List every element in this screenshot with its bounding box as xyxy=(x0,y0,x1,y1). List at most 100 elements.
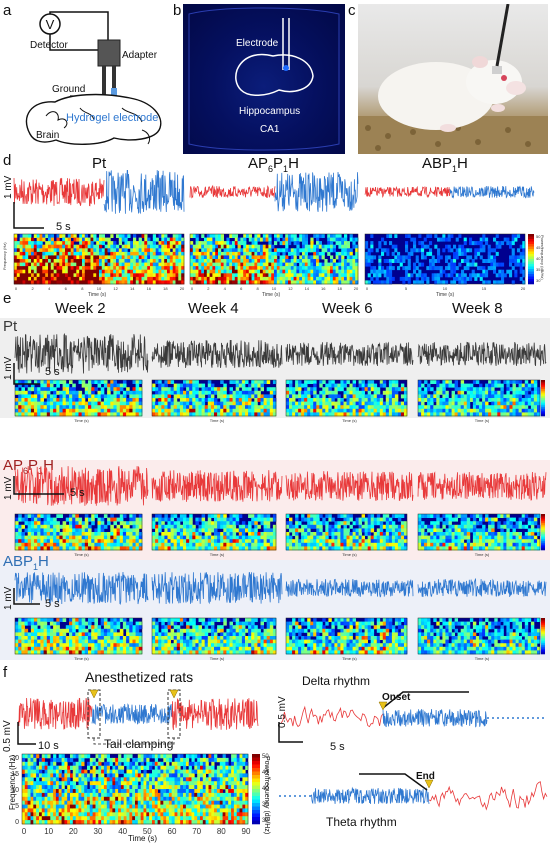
d-spec-abp xyxy=(364,233,526,285)
e-xlabel-ap-w4: Time (s) xyxy=(475,552,490,557)
d-pt-trace-pre xyxy=(13,177,105,207)
d-xtick-ap-5: 10 xyxy=(272,286,277,291)
ca1-label: CA1 xyxy=(260,124,280,135)
e-trace-abp-w4 xyxy=(417,577,547,598)
d-xtick-pt-0: 0 xyxy=(15,286,18,291)
d-pt-trace-post xyxy=(103,170,185,215)
e-spec-ap-w4 xyxy=(417,513,541,551)
panel-label-d: d xyxy=(3,152,12,169)
d-xtick-abp-3: 15 xyxy=(482,286,487,291)
d-cb-tick-1: 45 xyxy=(536,245,541,250)
e-trace-ap-w2 xyxy=(151,470,283,502)
e-colorbar-pt xyxy=(541,380,545,417)
e-scale-bar-abp xyxy=(13,588,40,605)
f-end-line xyxy=(359,773,428,791)
e-xlabel-abp-w2: Time (s) xyxy=(210,656,225,661)
f-spec-map xyxy=(21,753,249,825)
e-trace-pt-w2 xyxy=(151,339,283,368)
f-marker-end xyxy=(169,689,179,699)
e-xlabel-pt-w4: Time (s) xyxy=(475,418,490,423)
week-8-label: Week 8 xyxy=(452,300,503,317)
e-colorbar-abp xyxy=(541,618,545,655)
d-ap-trace-post xyxy=(274,171,359,212)
f-onset-marker xyxy=(378,701,388,711)
end-label: End xyxy=(416,771,435,782)
f-scale-y2: 0.5 mV xyxy=(277,696,288,728)
panel-label-e: e xyxy=(3,290,12,307)
f-cb-tick-1: 45 xyxy=(262,770,269,776)
d-spec-xlabel-1: Time (s) xyxy=(88,292,107,298)
onset-label: Onset xyxy=(382,692,411,703)
d-xtick-abp-2: 10 xyxy=(443,286,448,291)
f-trace-post xyxy=(171,698,259,731)
f-xtick-8: 80 xyxy=(217,827,226,836)
d-xtick-abp-0: 0 xyxy=(366,286,369,291)
panel-label-a: a xyxy=(3,2,12,19)
d-xtick-abp-4: 20 xyxy=(521,286,526,291)
e-trace-ap-w4 xyxy=(417,471,547,501)
e-spec-pt-w4 xyxy=(417,379,541,417)
e-trace-pt-w4 xyxy=(417,341,547,367)
e-trace-ap-w3 xyxy=(285,471,414,501)
d-xtick-ap-1: 2 xyxy=(207,286,210,291)
e-scale-bar-pt xyxy=(13,363,40,385)
f-trace-clamp xyxy=(91,703,173,725)
f-spec-xlabel: Time (s) xyxy=(128,834,158,843)
f-marker-start xyxy=(89,689,99,699)
f-end-marker xyxy=(424,779,434,789)
d-xtick-pt-6: 12 xyxy=(113,286,118,291)
f-cb-tick-0: 50 xyxy=(262,754,269,760)
d-xtick-pt-1: 2 xyxy=(31,286,34,291)
f-scale-bar xyxy=(17,722,36,745)
f-xtick-1: 10 xyxy=(44,827,53,836)
e-spec-pt-w1 xyxy=(14,379,143,417)
e-row-label-pt: Pt xyxy=(3,318,18,335)
d-ap-trace-pre xyxy=(189,184,276,199)
brain-section-image xyxy=(183,4,345,154)
f-xtick-0: 0 xyxy=(22,827,27,836)
f-trace-pre xyxy=(17,697,93,730)
f-theta-trace xyxy=(310,786,430,805)
d-spec-ap xyxy=(189,233,359,285)
d-traces xyxy=(13,170,535,229)
f-ytick-1: 15 xyxy=(11,771,19,778)
d-spec-xlabel-2: Time (s) xyxy=(262,292,281,298)
d-title-abp1h: ABP1H xyxy=(422,155,468,174)
d-colorbar-label: Power/frequency (dB/Hz) xyxy=(540,235,545,280)
panel-label-c: c xyxy=(348,2,356,19)
d-xtick-pt-3: 6 xyxy=(65,286,68,291)
e-trace-abp-w1 xyxy=(14,571,149,605)
f-ytick-0: 20 xyxy=(11,755,19,762)
hydrogel-electrode-label: Hydrogel electrode xyxy=(66,112,159,124)
ground-label: Ground xyxy=(52,84,86,95)
f-xtick-3: 30 xyxy=(94,827,103,836)
d-xtick-pt-5: 10 xyxy=(97,286,102,291)
e-trace-abp-w3 xyxy=(285,578,414,598)
e-xlabel-pt-w1: Time (s) xyxy=(74,418,89,423)
f-ytick-2: 10 xyxy=(11,787,19,794)
f-xtick-6: 60 xyxy=(168,827,177,836)
f-clamp-bracket xyxy=(93,738,175,745)
f-stim-label: Tail clamping xyxy=(104,737,174,751)
f-theta-trace-top xyxy=(382,709,488,728)
svg-text:V: V xyxy=(46,17,55,32)
brain-label: Brain xyxy=(36,130,60,141)
e-xlabel-pt-w3: Time (s) xyxy=(342,418,357,423)
d-cb-tick-4: 30 xyxy=(536,278,541,283)
d-spec-pt xyxy=(13,233,185,285)
f-cb-tick-2: 40 xyxy=(262,786,269,792)
e-xlabel-ap-w1: Time (s) xyxy=(74,552,89,557)
f-cb-tick-4: 30 xyxy=(262,818,269,824)
d-xtick-ap-8: 16 xyxy=(321,286,326,291)
f-tail-clamp-trace xyxy=(17,689,259,745)
f-delta-trace-return xyxy=(428,781,548,811)
e-spec-abp-w3 xyxy=(285,617,408,655)
f-xtick-7: 70 xyxy=(192,827,201,836)
detector-label: Detector xyxy=(30,40,68,51)
d-xtick-ap-3: 6 xyxy=(240,286,243,291)
d-xtick-pt-9: 18 xyxy=(163,286,168,291)
f-rhythm-traces xyxy=(278,691,548,811)
d-spec-xlabel-3: Time (s) xyxy=(436,292,455,298)
e-scale-x-abp: 5 s xyxy=(45,598,60,610)
